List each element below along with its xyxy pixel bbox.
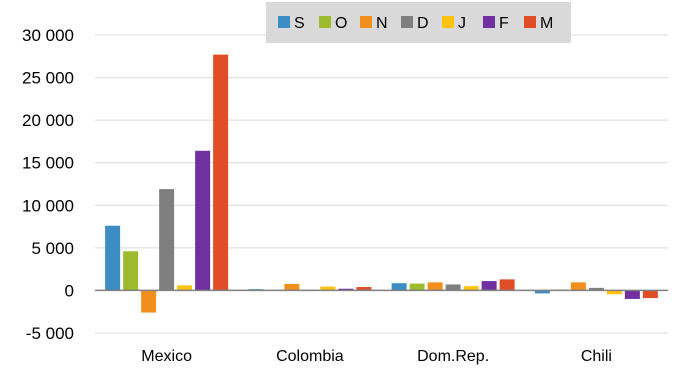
bar-f-mexico	[195, 150, 211, 291]
bar-m-colombia	[356, 287, 372, 291]
legend-swatch	[524, 16, 536, 28]
bar-m-domrep	[499, 279, 515, 291]
bar-n-colombia	[284, 284, 300, 291]
bar-f-chili	[624, 290, 640, 299]
legend-swatch	[483, 16, 495, 28]
bar-m-chili	[642, 290, 658, 299]
x-category-label: Chili	[581, 348, 612, 365]
bar-j-colombia	[320, 286, 336, 291]
bar-f-domrep	[481, 281, 497, 291]
legend-swatch	[442, 16, 454, 28]
bar-f-colombia	[338, 288, 354, 291]
bar-n-mexico	[141, 290, 157, 313]
legend-label: D	[417, 15, 429, 32]
legend-swatch	[278, 16, 290, 28]
bar-d-chili	[588, 287, 604, 291]
bar-j-chili	[606, 290, 622, 295]
bar-d-mexico	[159, 189, 175, 291]
bar-s-chili	[534, 290, 550, 294]
bar-d-domrep	[445, 284, 461, 291]
bar-s-domrep	[391, 283, 407, 291]
y-tick-label: 0	[65, 281, 74, 300]
legend-swatch	[319, 16, 331, 28]
y-tick-label: 25 000	[22, 69, 74, 88]
y-axis-tick-labels: -5 000 0 5 000 10 000 15 000 20 000 25 000 30 0…	[22, 26, 74, 343]
legend-label: S	[294, 15, 305, 32]
y-tick-label: 10 000	[22, 196, 74, 215]
x-category-label: Dom.Rep.	[417, 348, 489, 365]
gridlines	[95, 34, 668, 334]
legend-label: M	[540, 15, 553, 32]
legend-label: O	[335, 15, 347, 32]
bar-n-domrep	[427, 282, 443, 291]
legend-swatch	[401, 16, 413, 28]
x-category-label: Mexico	[141, 348, 192, 365]
bar-o-mexico	[123, 251, 139, 291]
y-tick-label: 30 000	[22, 26, 74, 45]
x-axis-category-labels: Mexico Colombia Dom.Rep. Chili	[141, 348, 612, 365]
x-category-label: Colombia	[276, 348, 344, 365]
bar-s-mexico	[105, 225, 121, 291]
legend-background	[266, 2, 571, 43]
legend-swatch	[360, 16, 372, 28]
bar-o-domrep	[409, 283, 425, 291]
bar-j-mexico	[177, 285, 193, 291]
y-tick-label: 20 000	[22, 111, 74, 130]
y-tick-label: -5 000	[26, 324, 74, 343]
y-tick-label: 15 000	[22, 154, 74, 173]
bar-n-chili	[570, 282, 586, 291]
bars	[105, 54, 658, 313]
legend-label: J	[458, 15, 466, 32]
legend-label: F	[499, 15, 509, 32]
bar-j-domrep	[463, 286, 479, 291]
legend-label: N	[376, 15, 388, 32]
bar-m-mexico	[213, 54, 229, 291]
y-tick-label: 5 000	[31, 239, 74, 258]
